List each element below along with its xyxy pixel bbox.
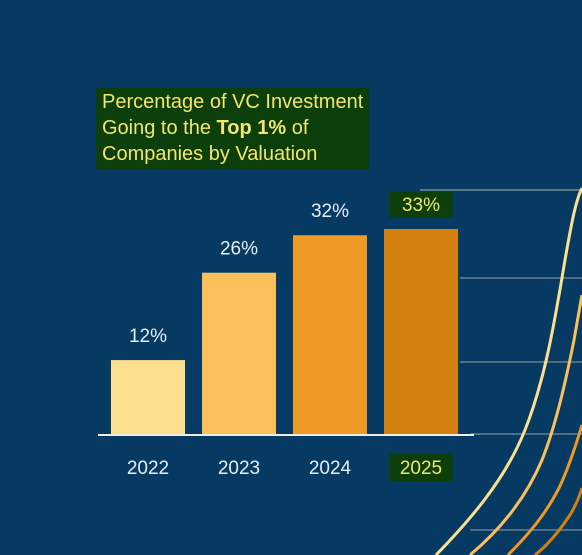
value-label-2023: 26% bbox=[220, 239, 258, 260]
title-line-1: Percentage of VC Investment bbox=[102, 89, 363, 115]
bg-curve-orange bbox=[506, 424, 582, 555]
title-emphasis: Top 1% bbox=[216, 117, 287, 139]
bg-curve-dark bbox=[534, 487, 582, 555]
title-text: of bbox=[286, 117, 309, 139]
value-label-2025: 33% bbox=[402, 195, 440, 216]
background-curves bbox=[420, 187, 582, 555]
value-label-2024: 32% bbox=[311, 201, 349, 222]
bar-2022 bbox=[111, 360, 185, 435]
bars-layer bbox=[111, 229, 458, 435]
bar-2025 bbox=[384, 229, 458, 435]
title-text: Going to the bbox=[102, 117, 217, 139]
category-label-highlight bbox=[389, 453, 453, 481]
title-line-3: Companies by Valuation bbox=[102, 141, 363, 167]
category-label-2022: 2022 bbox=[127, 458, 169, 479]
value-label-highlight bbox=[389, 192, 453, 218]
bg-curve-light bbox=[434, 187, 582, 555]
title-text: Percentage of VC Investment bbox=[102, 91, 364, 113]
title-text: Companies by Valuation bbox=[102, 143, 318, 165]
chart-title: Percentage of VC Investment Going to the… bbox=[96, 88, 370, 169]
category-label-2023: 2023 bbox=[218, 458, 260, 479]
bar-2024 bbox=[293, 235, 367, 435]
labels-layer: 12% 2022 26% 2023 32% 2024 33% 2025 bbox=[127, 192, 453, 481]
category-label-2024: 2024 bbox=[309, 458, 352, 479]
bar-2023 bbox=[202, 272, 276, 435]
title-line-2: Going to the Top 1% of bbox=[102, 115, 363, 141]
bg-curve-mid bbox=[469, 294, 582, 555]
value-label-2022: 12% bbox=[129, 326, 167, 347]
category-label-2025: 2025 bbox=[400, 458, 442, 479]
